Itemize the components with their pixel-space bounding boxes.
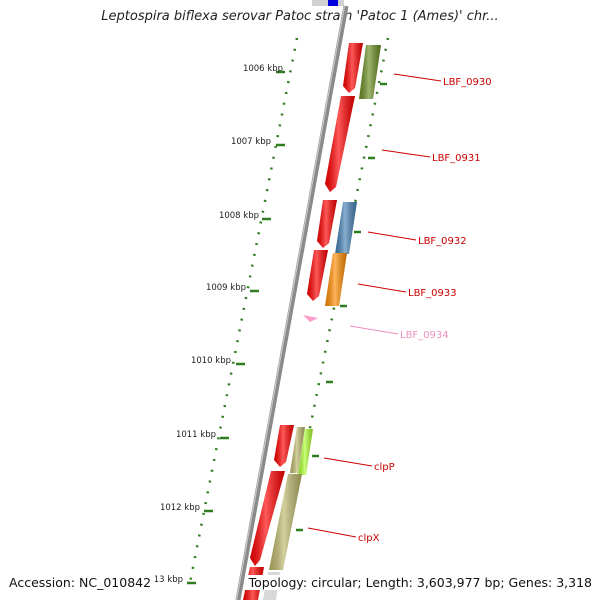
- gene-label-clpX[interactable]: clpX: [358, 533, 380, 544]
- genome-backbone: [235, 5, 349, 600]
- outer-tick-ring: [187, 37, 299, 589]
- inner-ruler-ticks: [296, 82, 387, 532]
- ruler-label: 1012 kbp: [160, 503, 200, 513]
- feature-clpP-a[interactable]: [290, 427, 305, 473]
- backbone-top-cap: [312, 0, 344, 6]
- ruler-label: 1007 kbp: [231, 137, 271, 147]
- cds-arrow[interactable]: [307, 250, 328, 301]
- label-leaders: [307, 73, 442, 538]
- ruler-label: 1006 kbp: [243, 64, 283, 74]
- ruler-label: 1009 kbp: [206, 283, 246, 293]
- cds-arrow[interactable]: [250, 471, 285, 566]
- cds-arrow[interactable]: [325, 96, 355, 192]
- cds-track: [243, 43, 363, 600]
- feature-clpX[interactable]: [269, 474, 302, 570]
- gene-label-lbf0934[interactable]: LBF_0934: [400, 330, 449, 341]
- ruler-label: 1008 kbp: [219, 211, 259, 221]
- ruler-label: 1010 kbp: [191, 356, 231, 366]
- ruler-ticks: [187, 70, 285, 585]
- feature-lbf0932[interactable]: [335, 202, 357, 254]
- feature-lbf0930[interactable]: [359, 45, 381, 99]
- feature-lbf0933[interactable]: [325, 253, 347, 306]
- gene-label-lbf0931[interactable]: LBF_0931: [432, 153, 481, 164]
- gene-label-clpP[interactable]: clpP: [374, 462, 395, 473]
- ruler-label: 1013 kbp: [143, 575, 183, 585]
- gene-label-lbf0932[interactable]: LBF_0932: [418, 236, 467, 247]
- gene-label-lbf0930[interactable]: LBF_0930: [443, 77, 492, 88]
- ruler-label: 1011 kbp: [176, 430, 216, 440]
- feature-lbf0934[interactable]: [303, 315, 318, 322]
- cds-arrow[interactable]: [274, 425, 294, 467]
- cds-arrow[interactable]: [343, 43, 363, 93]
- gene-label-lbf0933[interactable]: LBF_0933: [408, 288, 457, 299]
- feature-clpP[interactable]: [298, 429, 313, 475]
- map-title: Leptospira biflexa serovar Patoc strain …: [101, 9, 499, 24]
- feature-track: [263, 45, 381, 600]
- accession-text: Accession: NC_010842: [9, 575, 156, 590]
- topology-summary: Topology: circular; Length: 3,603,977 bp…: [244, 575, 592, 590]
- backbone-highlight: [235, 5, 346, 600]
- cds-arrow[interactable]: [317, 200, 337, 248]
